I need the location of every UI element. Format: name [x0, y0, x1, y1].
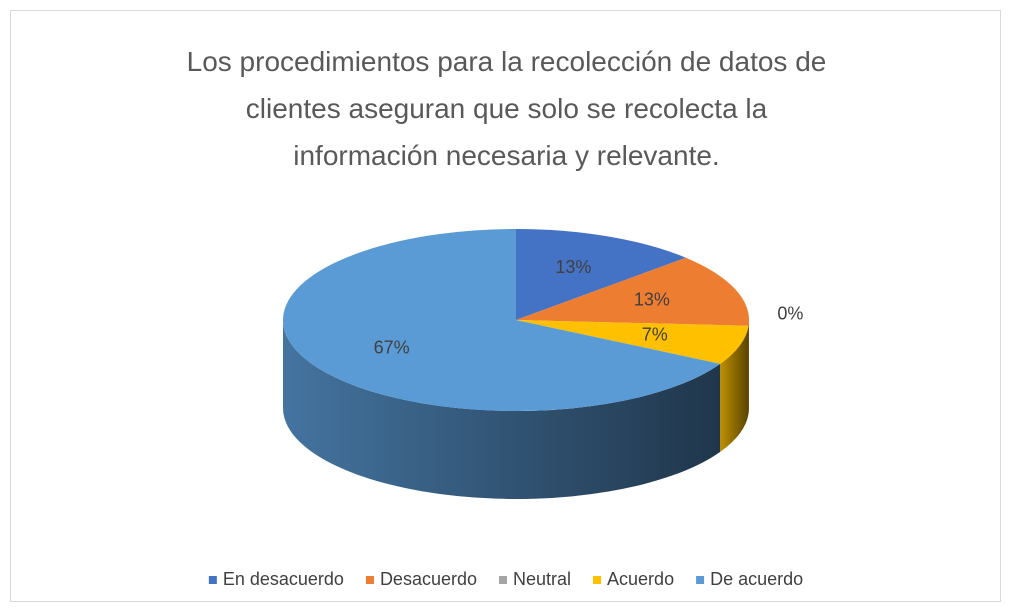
chart-title: Los procedimientos para la recolección d…	[186, 46, 827, 171]
slice	[516, 320, 749, 364]
data-label: 0%	[777, 303, 803, 323]
chart-frame	[10, 10, 1001, 602]
legend-label: De acuerdo	[710, 569, 803, 589]
legend-label: Acuerdo	[607, 569, 674, 589]
slice-side	[720, 325, 749, 452]
legend-label: Desacuerdo	[380, 569, 477, 589]
legend-swatch	[696, 576, 705, 584]
legend-swatch	[365, 576, 374, 584]
slice-side	[283, 320, 721, 500]
legend-label: En desacuerdo	[223, 569, 344, 589]
data-label: 67%	[374, 337, 410, 357]
slice	[283, 229, 721, 411]
data-label: 13%	[634, 290, 670, 310]
data-label: 7%	[642, 324, 668, 344]
legend-swatch	[593, 576, 602, 584]
legend-label: Neutral	[513, 569, 571, 589]
legend-swatch	[499, 576, 508, 584]
data-label: 13%	[555, 257, 591, 277]
slice	[516, 257, 749, 326]
legend-swatch	[208, 576, 217, 584]
slice	[516, 229, 686, 320]
